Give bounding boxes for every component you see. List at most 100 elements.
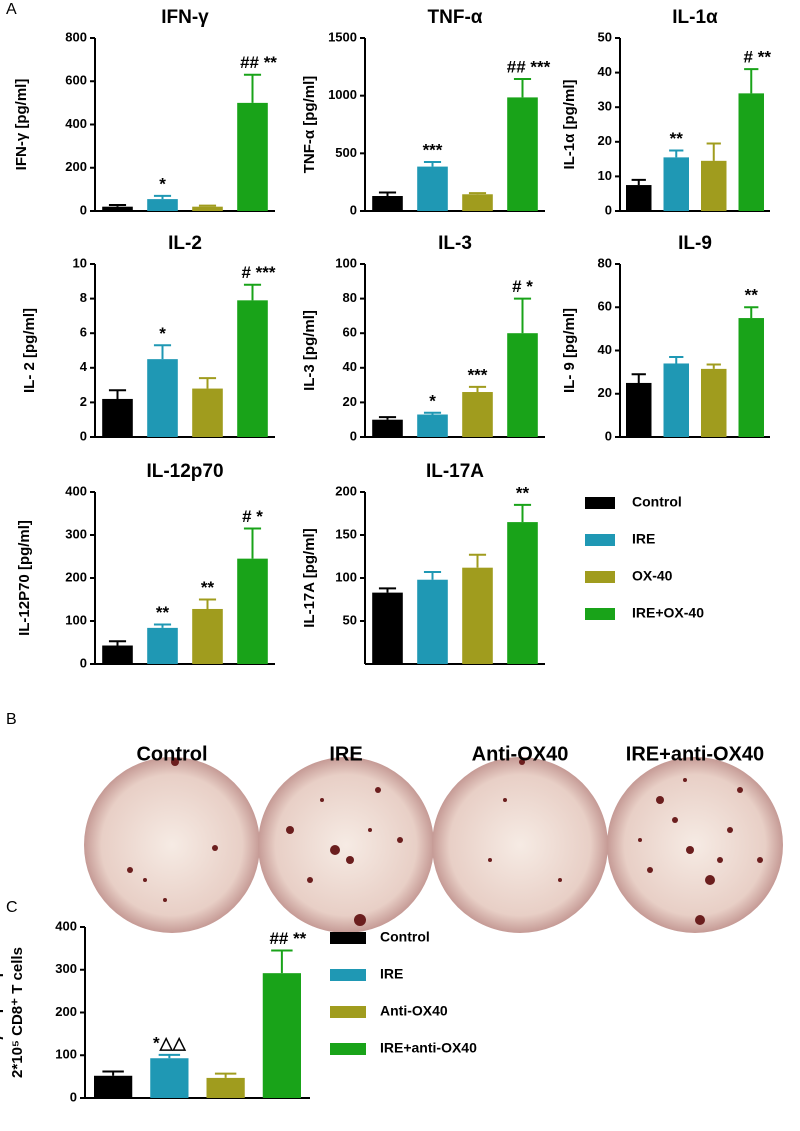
y-tick-label: 0 xyxy=(605,202,612,217)
significance: *△△ xyxy=(153,1033,187,1052)
panel-label: B xyxy=(6,711,17,728)
well xyxy=(84,757,260,933)
bar xyxy=(237,102,268,211)
y-tick-label: 200 xyxy=(55,1004,77,1019)
error-bar xyxy=(513,77,532,98)
y-tick-label: 6 xyxy=(80,325,87,340)
bar xyxy=(417,579,448,664)
significance: # * xyxy=(242,507,263,526)
y-tick-label: 0 xyxy=(80,428,87,443)
well-title: Control xyxy=(136,743,207,765)
error-bar xyxy=(198,598,217,609)
error-bar xyxy=(378,191,397,197)
error-bar xyxy=(108,640,127,646)
bar xyxy=(462,567,493,664)
y-tick-label: 150 xyxy=(335,526,357,541)
bar xyxy=(663,157,689,211)
error-bar xyxy=(198,204,217,207)
legend-label: IRE xyxy=(632,531,655,547)
error-bar xyxy=(423,570,442,580)
significance: ## *** xyxy=(507,57,551,76)
chart-title: IL-3 xyxy=(438,233,472,254)
panel-label: A xyxy=(6,1,17,18)
error-bar xyxy=(271,949,293,974)
error-bar xyxy=(214,1072,237,1078)
wells xyxy=(84,757,783,933)
y-axis-label: IL- 9 [pg/ml] xyxy=(561,308,578,393)
significance: ** xyxy=(745,286,759,305)
error-bar xyxy=(198,377,217,389)
y-tick-label: 20 xyxy=(343,394,357,409)
bar xyxy=(462,194,493,211)
significance: # * xyxy=(512,277,533,296)
error-bar xyxy=(513,297,532,334)
error-bar xyxy=(744,68,759,94)
error-bar xyxy=(744,306,759,319)
error-bar xyxy=(243,283,262,301)
bar xyxy=(738,318,764,437)
chart-title: IL-17A xyxy=(426,461,484,482)
panel-label: C xyxy=(6,899,18,916)
legend-label: Control xyxy=(380,929,430,945)
error-bar xyxy=(468,553,487,568)
y-tick-label: 400 xyxy=(65,483,87,498)
legend-swatch xyxy=(585,608,615,620)
well-title: IRE xyxy=(329,743,362,765)
error-bar xyxy=(468,192,487,195)
bar xyxy=(102,206,133,211)
bar xyxy=(147,627,178,664)
y-tick-label: 100 xyxy=(65,612,87,627)
y-axis-label: IL-17A [pg/ml] xyxy=(301,528,318,627)
error-bar xyxy=(243,527,262,559)
bar xyxy=(237,558,268,664)
significance: *** xyxy=(423,140,443,159)
bar xyxy=(237,300,268,437)
chart-title: IL-12p70 xyxy=(146,461,223,482)
legend-swatch xyxy=(330,1006,366,1018)
bar xyxy=(102,398,133,437)
error-bar xyxy=(243,73,262,103)
legend-swatch xyxy=(585,571,615,583)
error-bar xyxy=(378,587,397,593)
y-tick-label: 40 xyxy=(343,359,357,374)
bar xyxy=(150,1058,189,1098)
significance: * xyxy=(429,391,436,410)
error-bar xyxy=(378,416,397,420)
y-tick-label: 60 xyxy=(343,325,357,340)
legend-label: IRE+anti-OX40 xyxy=(380,1040,477,1056)
error-bar xyxy=(423,411,442,415)
legend-swatch xyxy=(330,932,366,944)
y-axis-label: IL-1α [pg/ml] xyxy=(561,79,578,169)
bar xyxy=(372,419,403,437)
legend-swatch xyxy=(330,969,366,981)
legend-label: IRE xyxy=(380,966,403,982)
bar xyxy=(701,368,727,437)
error-bar xyxy=(669,355,684,364)
well xyxy=(432,757,608,933)
error-bar xyxy=(468,385,487,393)
y-tick-label: 0 xyxy=(70,1089,77,1104)
bar xyxy=(102,645,133,664)
y-tick-label: 60 xyxy=(598,299,612,314)
significance: # ** xyxy=(744,48,772,67)
y-tick-label: 0 xyxy=(350,202,357,217)
significance: *** xyxy=(468,365,488,384)
y-tick-label: 500 xyxy=(335,145,357,160)
bar xyxy=(206,1077,245,1098)
y-tick-label: 0 xyxy=(350,428,357,443)
y-tick-label: 200 xyxy=(335,483,357,498)
bar xyxy=(192,206,223,211)
y-tick-label: 600 xyxy=(65,73,87,88)
y-tick-label: 1500 xyxy=(328,29,357,44)
chart-title: IFN-γ xyxy=(161,7,209,28)
bar xyxy=(738,93,764,211)
y-tick-label: 50 xyxy=(343,612,357,627)
y-tick-label: 200 xyxy=(65,159,87,174)
y-axis-label: IL-3 [pg/ml] xyxy=(301,310,318,391)
error-bar xyxy=(423,160,442,167)
chart-title: IL-1α xyxy=(672,7,718,28)
y-tick-label: 2 xyxy=(80,394,87,409)
bar xyxy=(462,392,493,437)
significance: ## ** xyxy=(269,929,306,948)
